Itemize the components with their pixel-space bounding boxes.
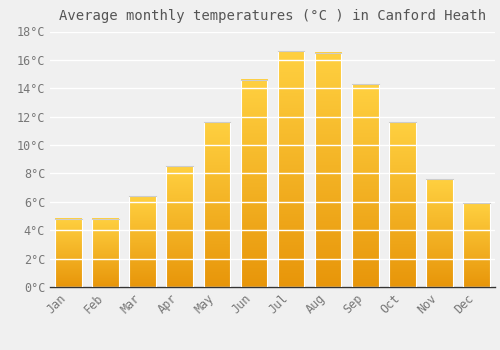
Title: Average monthly temperatures (°C ) in Canford Heath: Average monthly temperatures (°C ) in Ca…: [59, 9, 486, 23]
